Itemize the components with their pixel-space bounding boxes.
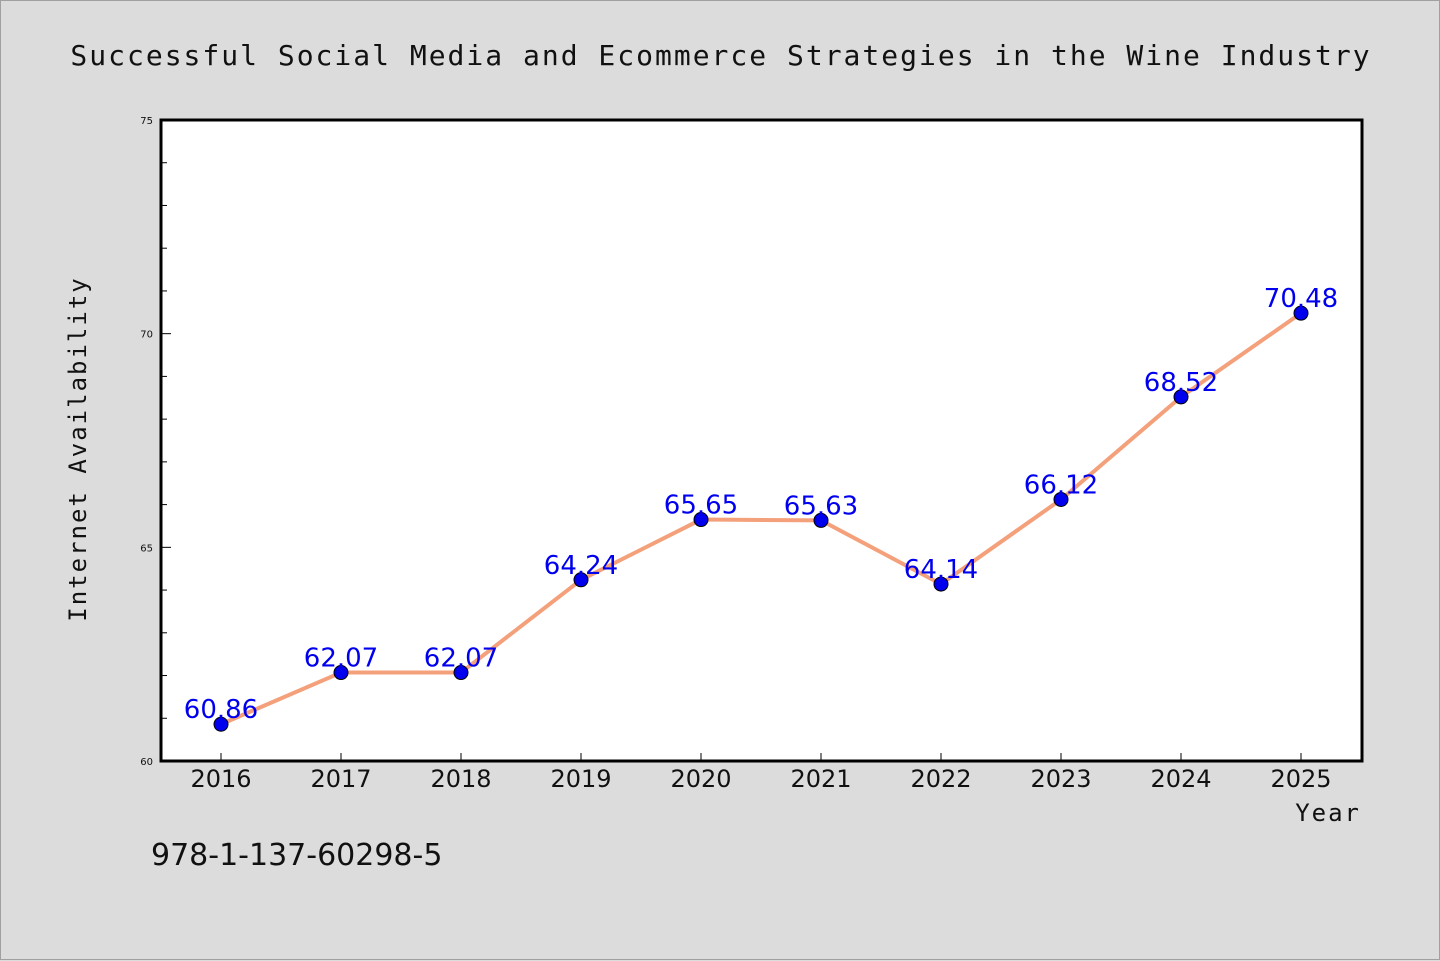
x-axis: 2016 2017 2018 2019 2020 2021 2022 2023 2024 2025 — [190, 753, 1332, 793]
series-line-group — [220, 311, 1303, 727]
data-label-2020: 65.65 — [664, 491, 738, 521]
x-tick-label: 2025 — [1270, 765, 1331, 793]
x-tick-label: 2022 — [910, 765, 971, 793]
plot-area — [159, 118, 1364, 763]
y-axis-label: Internet Availability — [64, 276, 92, 621]
y-axis: 60 65 70 75 — [140, 116, 171, 768]
x-tick-label: 2016 — [190, 765, 251, 793]
chart-title: Successful Social Media and Ecommerce St… — [70, 39, 1371, 72]
data-label-2025: 70.48 — [1264, 284, 1338, 314]
y-tick-label: 65 — [140, 543, 153, 554]
x-tick-label: 2020 — [670, 765, 731, 793]
x-tick-label: 2019 — [550, 765, 611, 793]
x-tick-label: 2021 — [790, 765, 851, 793]
y-tick-label: 75 — [140, 116, 153, 127]
data-point-2025 — [1293, 305, 1309, 321]
data-point-2016 — [213, 716, 229, 732]
data-label-2021: 65.63 — [784, 491, 858, 521]
y-tick-label: 70 — [140, 330, 153, 341]
marker-group — [213, 305, 1309, 732]
data-point-2018 — [453, 665, 469, 681]
x-axis-label: Year — [1295, 799, 1361, 827]
data-point-2020 — [693, 512, 709, 528]
data-point-2017 — [333, 665, 349, 681]
data-label-group: 60.86 62.07 62.07 64.24 65.65 65.63 64.14 66.12… — [184, 284, 1338, 725]
data-point-2022 — [933, 576, 949, 592]
data-point-2023 — [1053, 491, 1069, 507]
isbn-text: 978-1-137-60298-5 — [151, 838, 442, 873]
data-point-2021 — [813, 512, 829, 528]
data-label-2019: 64.24 — [544, 551, 618, 581]
data-point-2024 — [1173, 389, 1189, 405]
series-line — [220, 311, 1303, 727]
data-label-2022: 64.14 — [904, 555, 978, 585]
data-label-2023: 66.12 — [1024, 470, 1098, 500]
data-label-2024: 68.52 — [1144, 368, 1218, 398]
data-point-2019 — [573, 572, 589, 588]
y-tick-label: 60 — [140, 757, 153, 768]
data-label-2018: 62.07 — [424, 644, 498, 674]
data-label-2016: 60.86 — [184, 695, 258, 725]
x-tick-label: 2018 — [430, 765, 491, 793]
x-tick-label: 2023 — [1030, 765, 1091, 793]
x-tick-label: 2017 — [310, 765, 371, 793]
data-label-2017: 62.07 — [304, 644, 378, 674]
x-tick-label: 2024 — [1150, 765, 1211, 793]
